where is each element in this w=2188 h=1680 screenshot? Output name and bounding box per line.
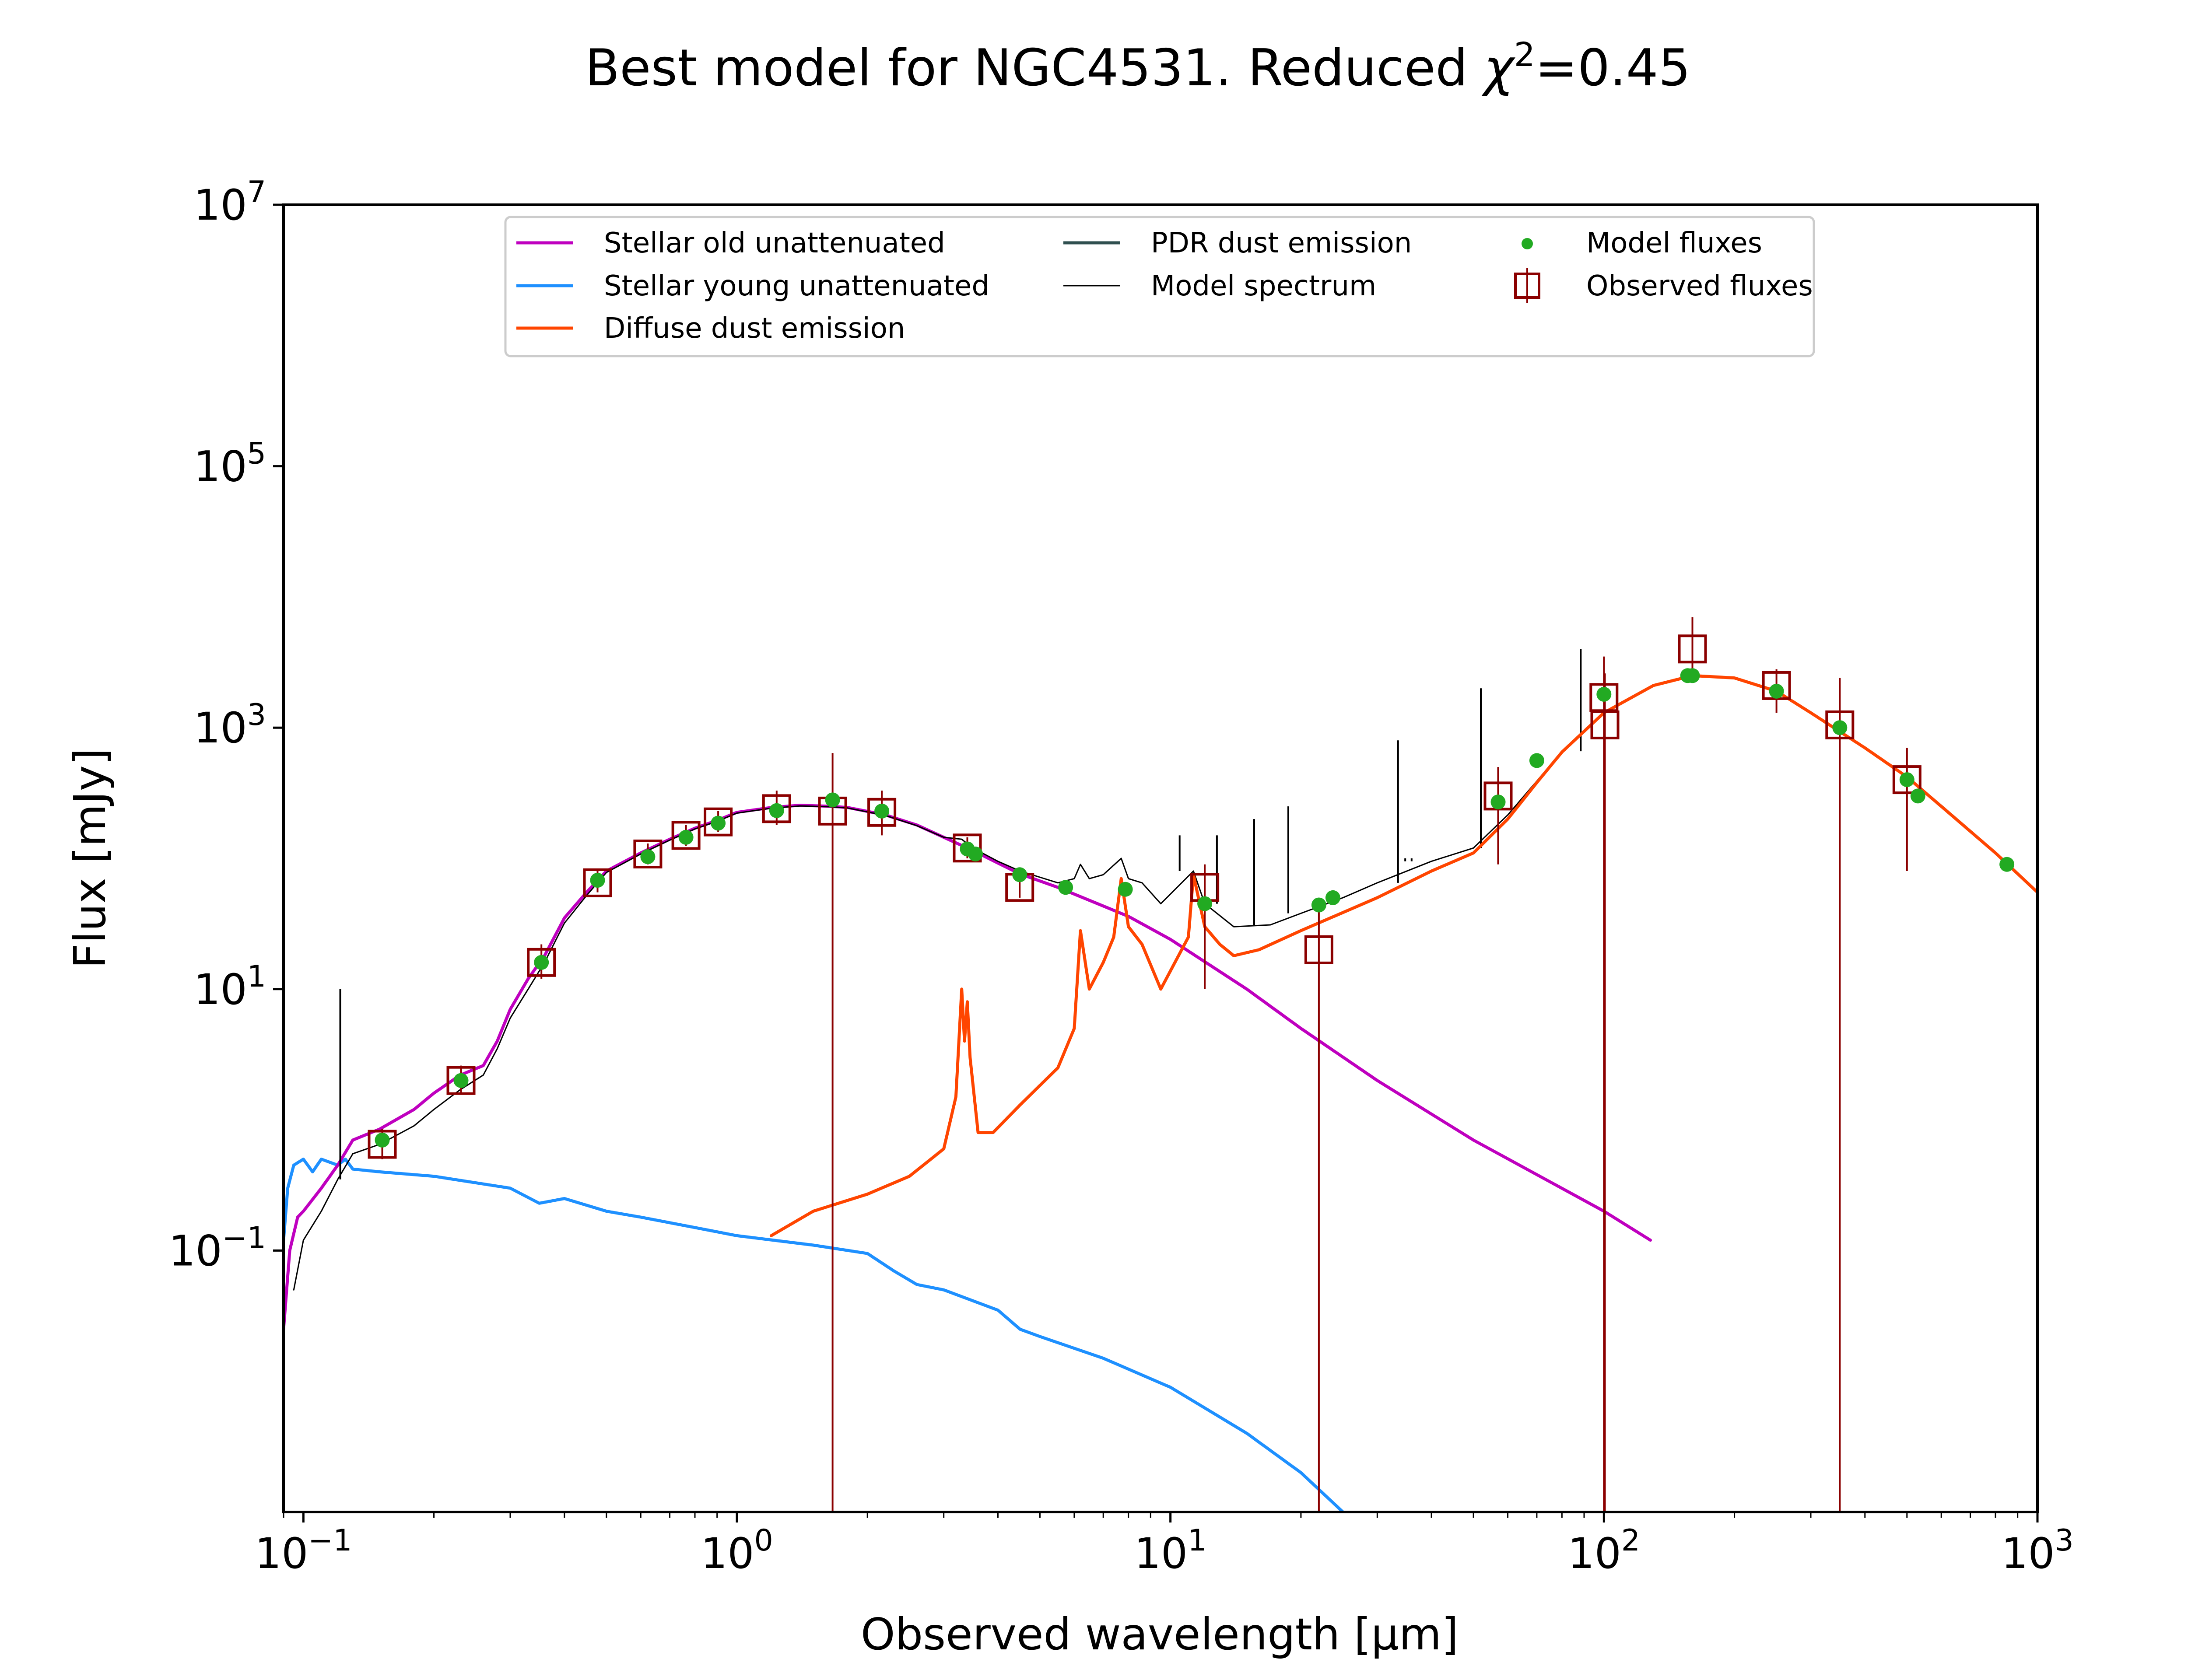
series-stellar-young-unattenuated	[284, 1158, 1345, 1512]
model-flux-point	[1311, 897, 1326, 913]
model-flux-point	[1596, 686, 1612, 702]
x-tick-label: 101	[1134, 1523, 1206, 1578]
model-flux-point	[769, 803, 784, 818]
x-tick-label: 103	[2001, 1523, 2073, 1578]
x-tick-label: 102	[1568, 1523, 1640, 1578]
legend-item-stellar-old-unattenuated: Stellar old unattenuated	[516, 227, 945, 259]
model-flux-point	[1118, 882, 1133, 897]
model-flux-point	[453, 1073, 469, 1088]
model-flux-point	[640, 849, 656, 864]
model-flux-point	[968, 847, 983, 861]
observed-flux-marker	[527, 948, 556, 977]
legend-item-stellar-young-unattenuated: Stellar young unattenuated	[516, 270, 989, 302]
model-flux-point	[1899, 772, 1914, 788]
y-tick-label: 10−1	[169, 1221, 266, 1275]
model-flux-point	[1529, 753, 1544, 768]
legend-swatch	[1522, 238, 1533, 249]
observed-flux-marker	[583, 868, 612, 897]
series-diffuse-dust-emission	[769, 674, 2037, 1237]
legend-item-pdr-dust-emission: PDR dust emission	[1063, 227, 1412, 259]
model-flux-point	[1910, 788, 1925, 804]
model-flux-point	[590, 873, 605, 888]
legend-label: Stellar young unattenuated	[604, 270, 989, 302]
legend-item-diffuse-dust-emission: Diffuse dust emission	[516, 312, 905, 345]
model-flux-point	[1490, 794, 1506, 810]
observed-flux-marker	[1304, 935, 1333, 964]
x-tick-label: 10−1	[255, 1523, 352, 1578]
observed-flux-marker	[953, 833, 982, 863]
observed-flux-marker	[867, 798, 897, 827]
model-flux-point	[375, 1132, 390, 1148]
observed-flux-marker	[1590, 710, 1620, 739]
model-flux-point	[1769, 683, 1784, 699]
model-flux-point	[678, 830, 694, 845]
legend-label: Stellar old unattenuated	[604, 227, 945, 259]
legend-item-observed-fluxes: Observed fluxes	[1514, 268, 1813, 303]
observed-fluxes	[368, 617, 1922, 1512]
axes: 10−1 100 101 102 103 10−1 101 103 105 107	[169, 175, 2074, 1578]
observed-flux-marker	[633, 840, 663, 868]
model-fluxes	[375, 668, 2015, 1148]
observed-flux-marker	[368, 1130, 397, 1159]
model-flux-point	[1325, 890, 1340, 905]
y-axis-label: Flux [mJy]	[64, 748, 116, 969]
observed-flux-marker	[446, 1066, 476, 1095]
model-flux-point	[1197, 896, 1213, 911]
chart-title: Best model for NGC4531. Reduced χ2=0.45	[585, 35, 1691, 98]
legend-label: Model spectrum	[1151, 270, 1376, 302]
model-flux-point	[1685, 668, 1700, 683]
legend-label: PDR dust emission	[1151, 227, 1412, 259]
legend-item-model-spectrum: Model spectrum	[1063, 270, 1376, 302]
legend-label: Observed fluxes	[1586, 270, 1813, 302]
model-flux-point	[1832, 720, 1848, 735]
observed-flux-marker	[1825, 710, 1855, 739]
model-flux-point	[825, 792, 840, 808]
y-tick-label: 107	[194, 175, 266, 230]
legend-label: Model fluxes	[1586, 227, 1762, 259]
model-flux-point	[534, 955, 549, 970]
observed-flux-marker	[704, 807, 733, 836]
x-axis-label: Observed wavelength [μm]	[861, 1609, 1459, 1660]
model-flux-point	[1999, 857, 2015, 872]
legend-frame	[504, 216, 1815, 357]
observed-flux-marker	[762, 794, 791, 823]
legend-label: Diffuse dust emission	[604, 312, 905, 345]
spectrum-emission-lines	[339, 649, 1582, 1180]
y-tick-label: 105	[194, 437, 266, 491]
model-flux-point	[874, 803, 890, 819]
model-flux-point	[1058, 880, 1073, 895]
y-tick-label: 101	[194, 959, 266, 1014]
plot-area	[284, 617, 2037, 1512]
legend: Stellar old unattenuated Stellar young un…	[504, 216, 1815, 357]
series-stellar-old-unattenuated	[284, 804, 1652, 1331]
observed-flux-marker	[671, 821, 701, 850]
observed-flux-marker	[1678, 634, 1707, 664]
observed-flux-marker	[1892, 765, 1922, 794]
model-flux-point	[1012, 867, 1027, 882]
x-tick-label: 100	[701, 1523, 773, 1578]
plot-frame	[282, 203, 2039, 1513]
legend-item-model-fluxes: Model fluxes	[1522, 227, 1762, 259]
model-flux-point	[711, 816, 726, 831]
y-tick-label: 103	[194, 698, 266, 752]
